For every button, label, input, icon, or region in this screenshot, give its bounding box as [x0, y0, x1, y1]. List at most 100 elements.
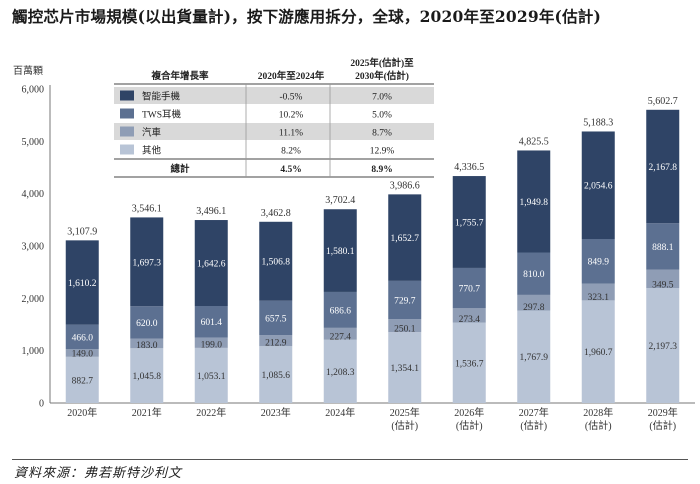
cagr-total-value: 8.9% [371, 165, 392, 175]
total-label: 3,546.1 [132, 203, 162, 214]
bar-segment [259, 335, 293, 347]
total-label: 3,107.9 [67, 226, 97, 237]
legend-label: 其他 [142, 145, 162, 157]
bar-segment [452, 176, 486, 268]
total-label: 4,825.5 [519, 136, 549, 147]
cagr-header: 2030年(估計) [355, 70, 409, 82]
total-label: 5,602.7 [648, 96, 678, 107]
bar-segment [130, 217, 164, 307]
bar-segment [194, 337, 228, 348]
x-tick-label: 2023年 [261, 406, 291, 419]
cagr-value: -0.5% [280, 93, 303, 103]
bar-segment [194, 220, 228, 307]
x-tick-label: 2025年 [390, 406, 420, 419]
bar-segment [452, 308, 486, 323]
data-label: 2,167.8 [649, 163, 678, 173]
total-label: 4,336.5 [454, 162, 484, 173]
cagr-total-value: 4.5% [280, 165, 301, 175]
data-label: 620.0 [136, 319, 158, 329]
bar-segment [581, 283, 615, 301]
x-tick-label: 2026年 [454, 406, 484, 419]
data-label: 849.9 [588, 258, 610, 268]
y-tick-label: 0 [39, 399, 44, 410]
bar-segment [323, 339, 357, 403]
x-tick-label: (估計) [520, 419, 547, 432]
data-label: 1,536.7 [455, 359, 484, 369]
bar-segment [65, 240, 99, 325]
x-tick-label: (估計) [456, 419, 483, 432]
bar-segment [323, 209, 357, 292]
data-label: 466.0 [72, 333, 94, 343]
legend-swatch [120, 144, 134, 155]
bar-segment [452, 267, 486, 309]
data-label: 212.9 [265, 339, 287, 349]
x-tick-label: 2027年 [519, 406, 549, 419]
x-tick-label: 2028年 [583, 406, 613, 419]
y-tick-label: 6,000 [22, 85, 45, 96]
cagr-value: 10.2% [279, 111, 304, 121]
bar-segment [130, 348, 164, 403]
bar-segment [517, 294, 551, 311]
stacked-bar-chart: 百萬顆 0 1,000 2,000 3,000 4,000 5,000 6,000 882.7 1… [13, 57, 695, 432]
bar-segment [646, 223, 680, 270]
data-label: 770.7 [459, 285, 481, 295]
cagr-total-label: 總計 [170, 163, 190, 175]
y-tick-label: 4,000 [22, 189, 45, 200]
data-label: 323.1 [588, 293, 610, 303]
bar-segment [194, 347, 228, 403]
legend-swatch [120, 126, 134, 137]
data-label: 1,697.3 [133, 258, 162, 268]
bar-segment [517, 150, 551, 253]
cagr-header: 2025年(估計)至 [350, 57, 414, 69]
data-label: 1,354.1 [391, 364, 420, 374]
cagr-row-band [114, 87, 434, 104]
data-label: 1,652.7 [391, 234, 420, 244]
bar-segment [194, 306, 228, 338]
data-label: 657.5 [265, 314, 287, 324]
x-tick-label: 2022年 [196, 406, 226, 419]
cagr-value: 8.2% [281, 147, 301, 157]
x-tick-label: 2029年 [648, 406, 678, 419]
x-tick-label: 2020年 [67, 406, 97, 419]
data-label: 601.4 [201, 318, 223, 328]
x-tick-label: (估計) [649, 419, 676, 432]
y-tick-label: 5,000 [22, 137, 45, 148]
legend-label: 智能手機 [142, 91, 181, 103]
data-label: 1,045.8 [133, 372, 162, 382]
legend-swatch [120, 90, 134, 101]
x-tick-label: 2021年 [132, 406, 162, 419]
bar-segment [581, 300, 615, 403]
bar-segment [65, 324, 99, 350]
data-label: 1,208.3 [326, 368, 355, 378]
bar-segment [646, 109, 680, 224]
bar-segment [581, 239, 615, 284]
cagr-value: 11.1% [279, 129, 303, 139]
data-label: 1,506.8 [262, 258, 291, 268]
data-label: 227.4 [330, 332, 352, 342]
data-label: 1,580.1 [326, 247, 355, 257]
cagr-value: 7.0% [372, 93, 392, 103]
data-label: 686.6 [330, 306, 352, 316]
cagr-header: 複合年增長率 [150, 70, 209, 82]
data-label: 199.0 [201, 340, 223, 350]
y-tick-label: 2,000 [22, 294, 45, 305]
data-label: 2,197.3 [649, 342, 678, 352]
y-tick-label: 1,000 [22, 346, 45, 357]
legend-label: 汽車 [142, 127, 162, 139]
data-label: 273.4 [459, 315, 481, 325]
bar-segment [388, 332, 422, 403]
total-label: 3,496.1 [196, 206, 226, 217]
data-label: 297.8 [523, 303, 545, 313]
bar-segment [517, 310, 551, 403]
bar-segment [646, 288, 680, 403]
cagr-value: 12.9% [370, 147, 395, 157]
data-label: 810.0 [523, 270, 545, 280]
source-divider [12, 459, 688, 460]
bar-segment [259, 221, 293, 301]
bar-segment [323, 291, 357, 328]
data-label: 1,755.7 [455, 218, 484, 228]
data-label: 1,642.6 [197, 260, 226, 270]
data-label: 882.7 [72, 376, 94, 386]
total-label: 3,702.4 [325, 195, 355, 206]
bar-segment [388, 194, 422, 281]
